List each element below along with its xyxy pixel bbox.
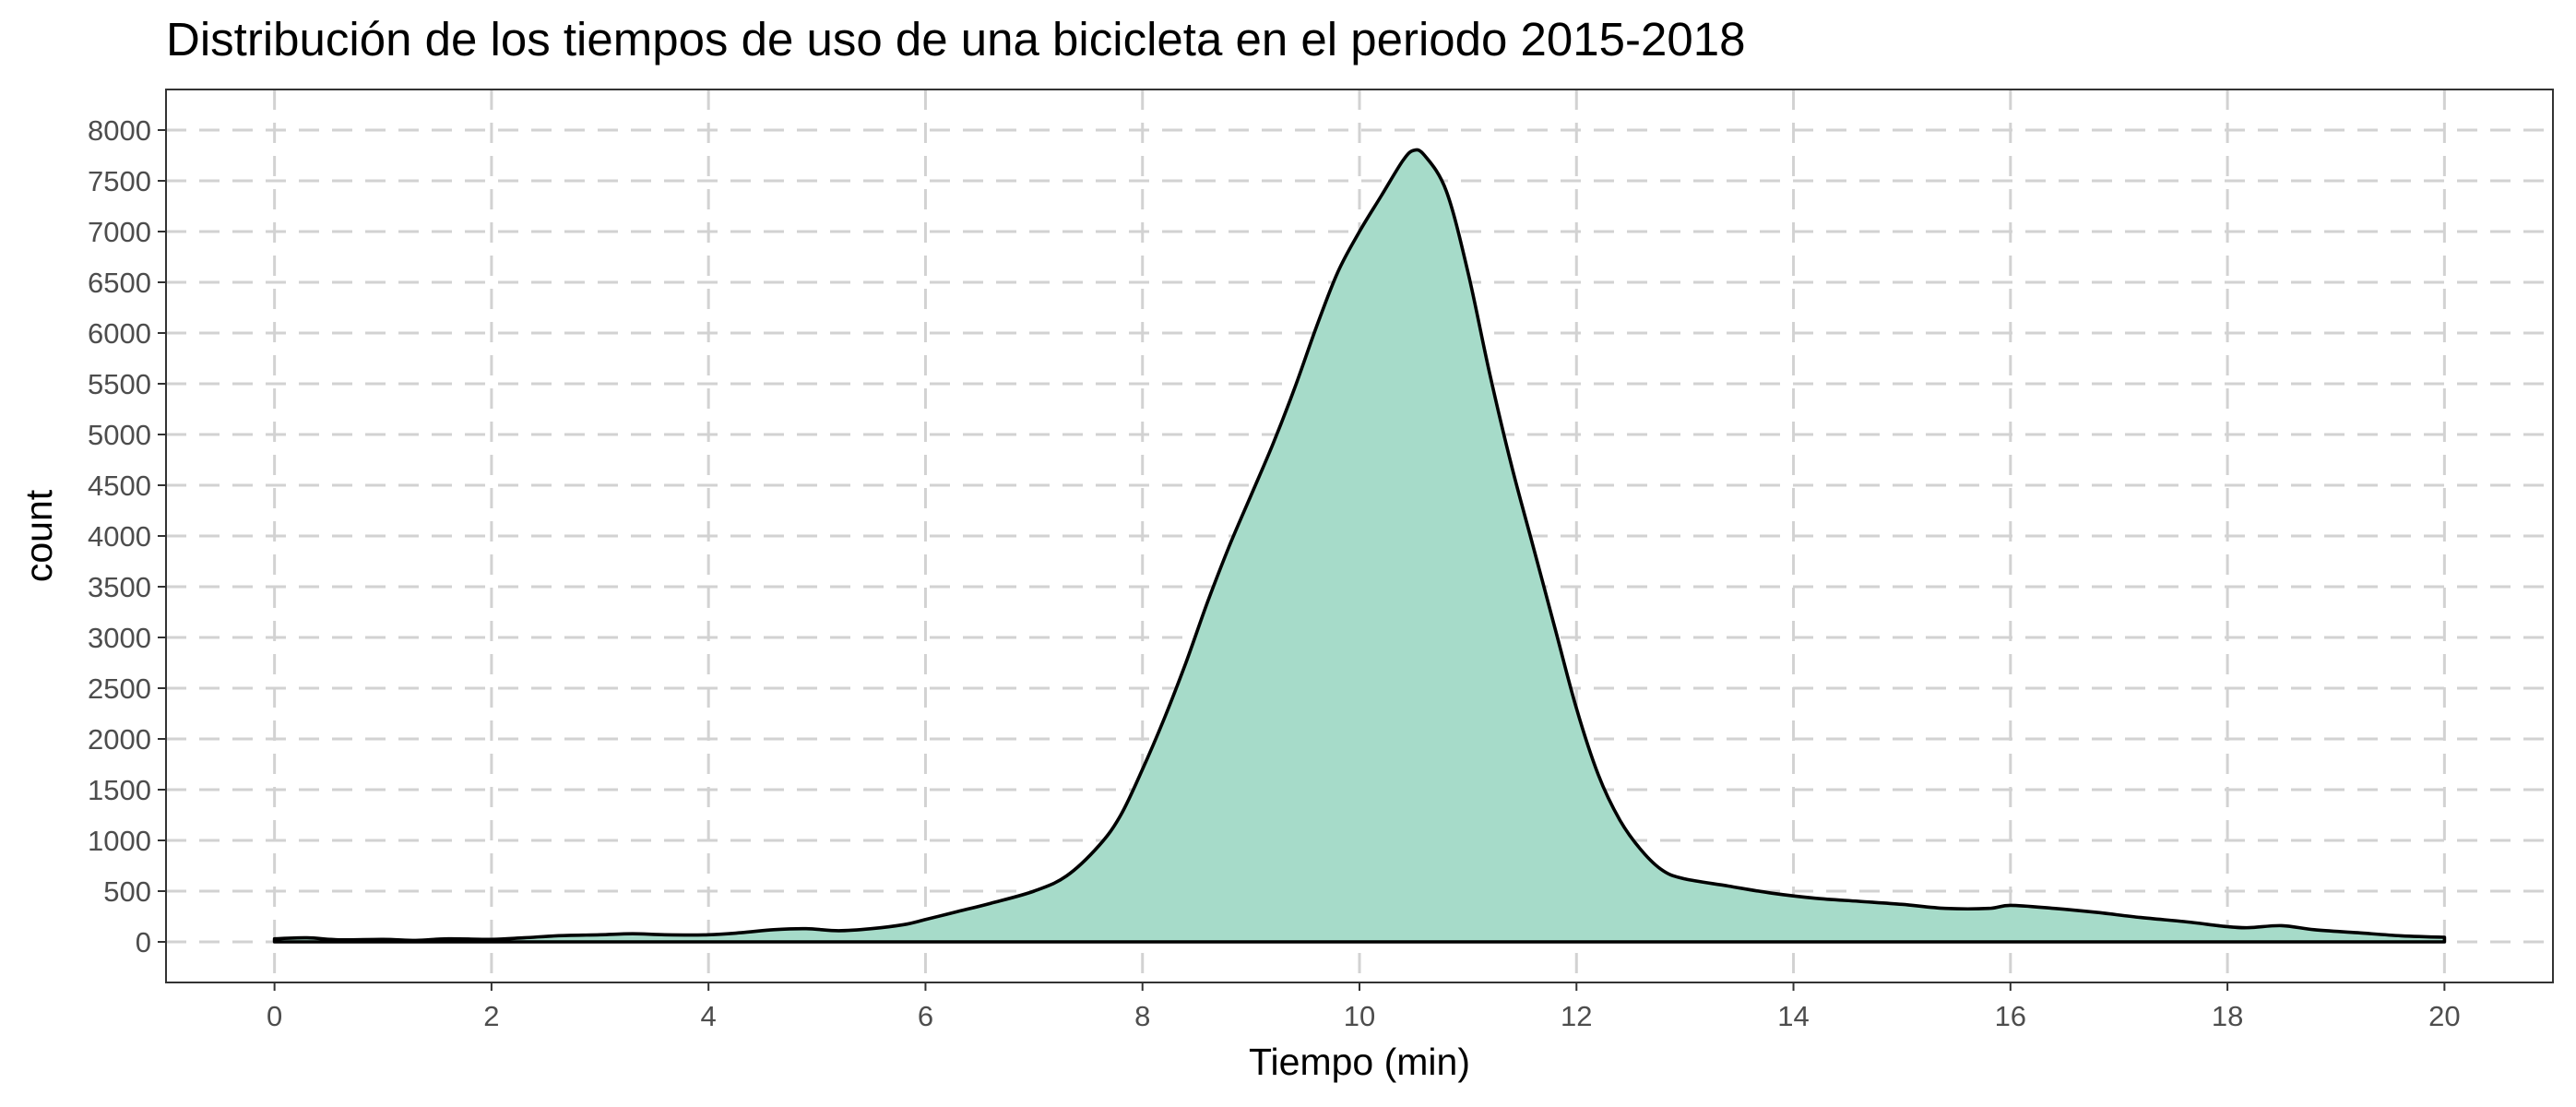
x-tick-label: 4 <box>701 1000 717 1032</box>
y-tick-label: 5000 <box>88 419 151 451</box>
x-tick-label: 2 <box>483 1000 499 1032</box>
y-tick-label: 2500 <box>88 673 151 705</box>
y-tick-label: 7500 <box>88 165 151 197</box>
y-tick-label: 6000 <box>88 317 151 350</box>
y-axis-ticks: 0 500 1000 1500 2000 2500 3000 3500 4000 4500 5000… <box>88 114 166 958</box>
y-tick-label: 2000 <box>88 723 151 756</box>
y-tick-label: 4500 <box>88 470 151 502</box>
y-tick-label: 8000 <box>88 114 151 147</box>
y-tick-label: 1500 <box>88 774 151 806</box>
y-tick-label: 0 <box>136 926 151 958</box>
x-tick-label: 10 <box>1344 1000 1375 1032</box>
y-tick-label: 1000 <box>88 825 151 857</box>
x-axis-title: Tiempo (min) <box>1249 1041 1470 1083</box>
y-tick-label: 6500 <box>88 267 151 299</box>
density-area <box>272 148 2447 944</box>
y-tick-label: 3500 <box>88 571 151 603</box>
x-tick-label: 18 <box>2212 1000 2243 1032</box>
y-tick-label: 7000 <box>88 216 151 248</box>
x-tick-label: 0 <box>267 1000 282 1032</box>
y-tick-label: 3000 <box>88 622 151 654</box>
x-tick-label: 14 <box>1777 1000 1809 1032</box>
x-axis-ticks: 0 2 4 6 8 10 12 14 16 18 20 <box>267 982 2461 1032</box>
y-tick-label: 4000 <box>88 520 151 553</box>
y-axis-title: count <box>18 489 60 582</box>
y-tick-label: 500 <box>103 875 151 908</box>
chart-title: Distribución de los tiempos de uso de un… <box>166 13 1745 65</box>
x-tick-label: 12 <box>1561 1000 1592 1032</box>
x-tick-label: 20 <box>2428 1000 2460 1032</box>
x-tick-label: 6 <box>918 1000 933 1032</box>
x-tick-label: 16 <box>1995 1000 2026 1032</box>
x-tick-label: 8 <box>1134 1000 1150 1032</box>
y-tick-label: 5500 <box>88 368 151 400</box>
